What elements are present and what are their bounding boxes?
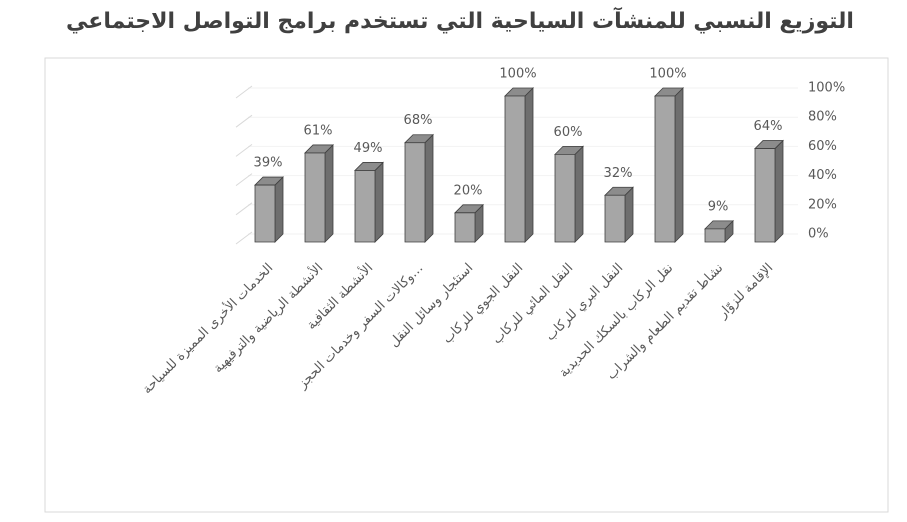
bar-front xyxy=(754,148,776,243)
bar xyxy=(454,203,484,243)
data-label: 20% xyxy=(454,183,483,198)
grid-tick xyxy=(235,202,253,216)
bar-front xyxy=(354,170,376,243)
grid-tick xyxy=(235,114,253,128)
bar-side xyxy=(424,133,434,243)
y-tick-label: 80% xyxy=(808,110,837,125)
bar xyxy=(504,87,534,243)
bar-side xyxy=(624,186,634,243)
bar-side xyxy=(574,145,584,243)
data-label: 68% xyxy=(404,113,433,128)
bar xyxy=(304,143,334,243)
chart-title: التوزيع النسبي للمنشآت السياحية التي تست… xyxy=(66,6,854,34)
y-tick-label: 40% xyxy=(808,168,837,183)
data-label: 64% xyxy=(754,119,783,134)
bar-side xyxy=(374,161,384,243)
data-label: 32% xyxy=(604,166,633,181)
data-label: 60% xyxy=(554,125,583,140)
bar-side xyxy=(774,139,784,243)
grid-tick xyxy=(235,85,253,99)
bar-front xyxy=(654,95,676,243)
bar-front xyxy=(604,194,626,243)
bar-side xyxy=(674,87,684,243)
x-tick-label: استئجار وسائل النقل xyxy=(387,261,477,351)
bar xyxy=(704,219,734,243)
bar-side xyxy=(324,143,334,243)
bar xyxy=(604,186,634,243)
data-label: 39% xyxy=(254,156,283,171)
bar-front xyxy=(554,154,576,243)
data-label: 49% xyxy=(354,141,383,156)
data-label: 9% xyxy=(708,199,729,214)
grid-tick xyxy=(235,231,253,245)
bar xyxy=(404,133,434,243)
y-tick-label: 0% xyxy=(808,227,829,242)
bar xyxy=(254,176,284,243)
bar-side xyxy=(274,176,284,243)
bar xyxy=(554,145,584,243)
grid-tick xyxy=(235,143,253,157)
bar-front xyxy=(404,142,426,243)
bar-side xyxy=(524,87,534,243)
bar xyxy=(354,161,384,243)
bar xyxy=(754,139,784,243)
y-tick-label: 100% xyxy=(808,81,845,96)
y-tick-label: 60% xyxy=(808,139,837,154)
data-label: 100% xyxy=(499,67,536,82)
bar-front xyxy=(454,212,476,243)
bar-front xyxy=(304,152,326,243)
bar-front xyxy=(704,228,726,243)
bar xyxy=(654,87,684,243)
bar-front xyxy=(504,95,526,243)
bar-front xyxy=(254,184,276,243)
grid-tick xyxy=(235,173,253,187)
data-label: 61% xyxy=(304,123,333,138)
chart-frame xyxy=(44,57,889,513)
y-tick-label: 20% xyxy=(808,197,837,212)
data-label: 100% xyxy=(649,67,686,82)
